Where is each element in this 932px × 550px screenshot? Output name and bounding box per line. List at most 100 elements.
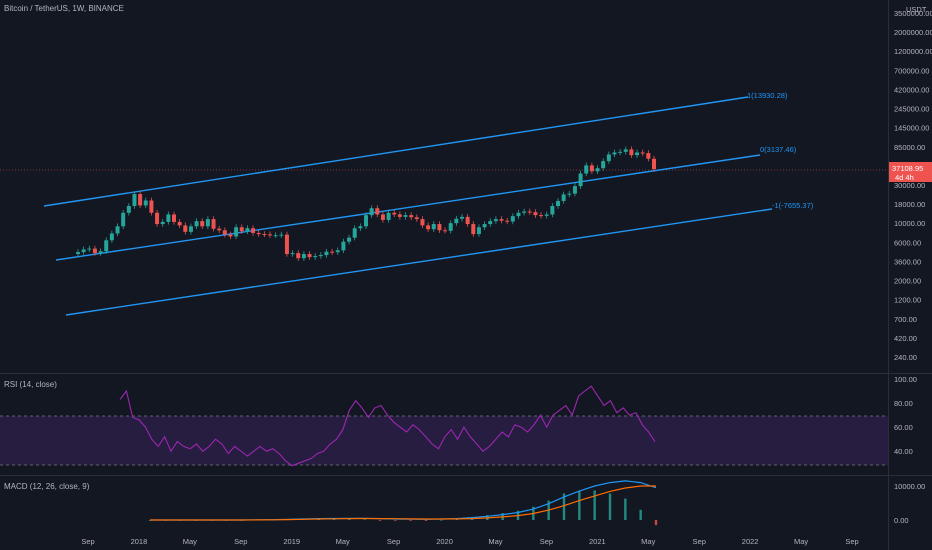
candle-body [635,152,640,156]
candle-body [476,227,481,235]
candle-body [205,219,210,227]
macd-hist-bar [409,520,412,521]
candle-body [284,234,289,255]
candle-body [640,152,645,154]
candle-body [409,215,414,218]
candle-body [251,228,256,233]
time-tick-label: 2019 [283,537,300,546]
candle-body [183,225,188,232]
rsi-title: RSI (14, close) [4,380,57,389]
candle-body [166,214,171,222]
current-price: 37108.95 [892,164,923,173]
macd-hist-bar [455,519,458,520]
candle-body [115,226,120,234]
candle-body [143,200,148,206]
candle-body [149,200,154,213]
price-tick-label: 245000.00 [894,105,929,114]
candle-body [460,216,464,219]
candle-body [239,227,244,232]
rsi-line [119,385,656,467]
price-tick-label: 420000.00 [894,85,929,94]
rsi-tick-label: 60.00 [894,423,913,432]
candle-body [369,208,374,216]
candle-body [194,221,199,227]
candle-body [330,251,335,253]
candle-body [172,214,176,222]
candle-body [160,221,165,225]
candle-body [544,214,549,216]
macd-axis: 10000.00 0.00 [894,482,925,525]
candle-body [341,241,346,251]
candle-body [228,234,233,237]
time-tick-label: Sep [234,537,247,546]
price-tick-label: 2000000.00 [894,28,932,37]
time-tick-label: May [488,537,502,546]
price-tick-label: 3600.00 [894,257,921,266]
candle-body [572,186,577,194]
macd-hist-bar [378,520,382,521]
candle-body [606,154,611,162]
candle-body [623,149,628,152]
candle-body [200,221,205,227]
macd-hist-bar [332,518,336,520]
candle-body [313,256,318,258]
candle-body [290,253,295,255]
time-tick-label: Sep [845,537,858,546]
candle-body [567,193,572,195]
price-tick-label: 85000.00 [894,143,925,152]
time-tick-label: 2018 [131,537,148,546]
time-tick-label: 2020 [436,537,453,546]
fib-label-minus-1: -1(-7655.37) [772,201,814,210]
fib-label-1: 1(13930.28) [747,91,788,100]
time-tick-label: May [641,537,655,546]
candle-body [652,158,656,170]
price-tick-label: 10000.00 [894,219,925,228]
channel-upper-line[interactable] [43,96,749,207]
candle-body [364,215,368,227]
rsi-tick-label: 100.00 [894,375,917,384]
candle-body [612,152,617,155]
candle-body [380,214,385,220]
bar-countdown: 4d 4h [895,173,914,182]
candle-body [431,224,436,230]
macd-hist-bar [639,509,642,520]
candle-body [217,228,222,231]
rsi-pane[interactable]: RSI (14, close) 100.00 80.00 60.00 40.00 [0,375,917,467]
macd-pane[interactable]: MACD (12, 26, close, 9) 10000.00 0.00 [4,480,925,526]
candle-body [550,205,555,215]
macd-hist-bar [394,520,397,521]
candle-body [121,212,126,227]
channel-lower-line[interactable] [65,208,773,316]
candle-body [454,218,459,224]
candle-body [646,153,651,159]
time-tick-label: May [183,537,197,546]
rsi-tick-label: 40.00 [894,447,913,456]
channel-middle-line[interactable] [55,154,761,261]
candle-body [488,221,493,225]
time-tick-label: Sep [387,537,400,546]
candle-body [426,225,431,230]
candle-body [578,173,583,187]
candlestick-series[interactable] [76,146,656,261]
price-tick-label: 700.00 [894,315,917,324]
candle-body [279,234,284,236]
candle-body [482,224,487,228]
time-tick-label: 2022 [742,537,759,546]
candle-body [561,194,566,201]
candle-body [268,234,272,236]
candle-body [318,255,323,257]
price-tick-label: 30000.00 [894,181,925,190]
candle-body [352,228,357,238]
time-axis[interactable]: Sep 2018 May Sep 2019 May Sep 2020 May Sep 2021 May… [81,537,858,546]
price-tick-label: 1200000.00 [894,47,932,56]
candle-body [527,211,532,213]
macd-hist-bar [363,519,366,521]
candle-body [471,224,476,235]
candle-body [222,230,227,235]
candle-body [499,219,504,221]
price-tick-label: 240.00 [894,353,917,362]
candle-body [296,253,301,259]
fib-label-0: 0(3137.46) [760,145,797,154]
